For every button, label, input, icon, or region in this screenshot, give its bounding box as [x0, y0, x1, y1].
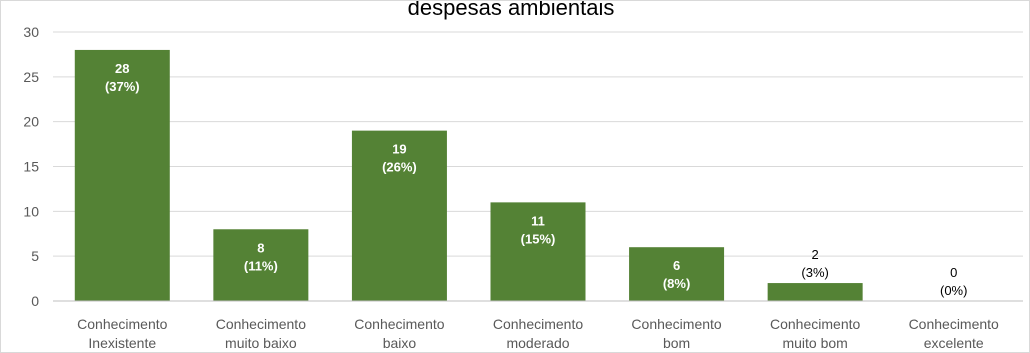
- x-tick-label: Conhecimento: [493, 316, 583, 332]
- data-label-percent: (15%): [521, 231, 556, 246]
- data-label-percent: (37%): [105, 79, 140, 94]
- x-tick-label: bom: [663, 335, 690, 351]
- data-label-value: 6: [673, 258, 680, 273]
- bar: [74, 49, 170, 301]
- x-tick-label: Conhecimento: [77, 316, 167, 332]
- chart-title: despesas ambientais: [408, 1, 615, 20]
- bar: [490, 202, 586, 301]
- data-label-value: 11: [531, 213, 545, 228]
- x-tick-label: muito baixo: [225, 335, 297, 351]
- bar: [767, 283, 863, 301]
- y-tick-label: 25: [23, 69, 39, 85]
- data-label-percent: (11%): [244, 258, 278, 273]
- y-tick-label: 20: [23, 114, 39, 130]
- data-label-value: 19: [392, 142, 406, 157]
- x-tick-label: moderado: [506, 335, 569, 351]
- x-tick-label: Conhecimento: [354, 316, 444, 332]
- x-tick-label: muito bom: [782, 335, 847, 351]
- data-label-value: 28: [115, 61, 129, 76]
- y-tick-label: 10: [23, 203, 39, 219]
- y-tick-label: 30: [23, 24, 39, 40]
- x-tick-label: Conhecimento: [770, 316, 860, 332]
- x-tick-label: Inexistente: [88, 335, 156, 351]
- y-tick-label: 0: [31, 293, 39, 309]
- data-label-value: 0: [950, 265, 957, 280]
- data-label-percent: (26%): [382, 160, 417, 175]
- x-tick-label: Conhecimento: [216, 316, 306, 332]
- bar: [213, 229, 309, 301]
- x-tick-label: excelente: [924, 335, 984, 351]
- data-label-percent: (0%): [940, 283, 967, 298]
- bar: [351, 130, 447, 301]
- bar: [629, 247, 725, 301]
- data-label-percent: (3%): [801, 265, 828, 280]
- data-label-value: 8: [257, 240, 264, 255]
- y-tick-label: 5: [31, 248, 39, 264]
- x-tick-label: baixo: [383, 335, 417, 351]
- y-tick-label: 15: [23, 159, 39, 175]
- x-tick-label: Conhecimento: [631, 316, 721, 332]
- data-label-percent: (8%): [663, 276, 690, 291]
- data-label-value: 2: [812, 247, 819, 262]
- x-tick-label: Conhecimento: [909, 316, 999, 332]
